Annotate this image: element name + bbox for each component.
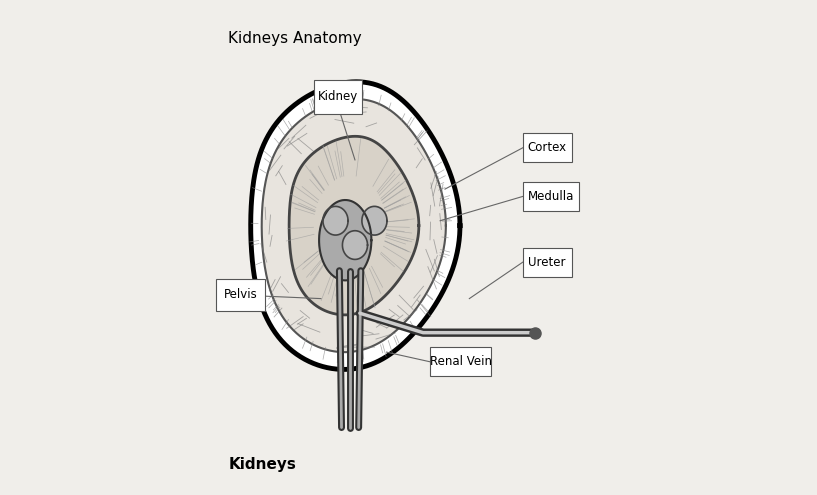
FancyBboxPatch shape: [523, 133, 572, 162]
Polygon shape: [342, 231, 368, 259]
Polygon shape: [319, 200, 372, 280]
FancyBboxPatch shape: [314, 80, 362, 114]
Polygon shape: [323, 206, 348, 235]
Polygon shape: [251, 82, 460, 369]
Polygon shape: [261, 99, 446, 352]
Text: Kidneys Anatomy: Kidneys Anatomy: [229, 31, 362, 46]
Text: Kidneys: Kidneys: [229, 457, 297, 472]
Text: Medulla: Medulla: [528, 190, 574, 203]
Text: Pelvis: Pelvis: [224, 289, 257, 301]
FancyBboxPatch shape: [523, 182, 578, 211]
Text: Cortex: Cortex: [528, 141, 567, 154]
Text: Kidney: Kidney: [318, 90, 358, 103]
FancyBboxPatch shape: [217, 279, 265, 311]
Polygon shape: [362, 206, 387, 235]
Text: Ureter: Ureter: [529, 255, 566, 269]
FancyBboxPatch shape: [523, 248, 572, 277]
FancyBboxPatch shape: [431, 347, 491, 377]
Polygon shape: [289, 136, 419, 315]
Text: Renal Vein: Renal Vein: [430, 355, 492, 368]
